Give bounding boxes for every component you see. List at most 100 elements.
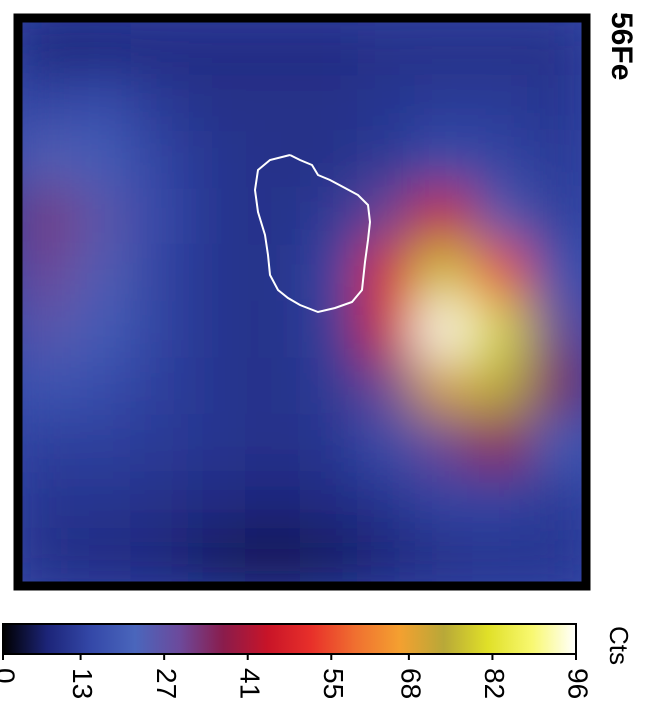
colorbar-tick-label: 27 [151, 668, 182, 699]
heatmap-cell [414, 528, 474, 586]
colorbar-tick-label: 41 [234, 668, 265, 699]
heatmap-cell [414, 73, 474, 133]
heatmap-cell [18, 73, 76, 133]
heatmap-cell [244, 414, 303, 474]
heatmap-cell [528, 471, 586, 531]
colorbar-tick-label: 96 [563, 668, 594, 699]
heatmap-cell [130, 301, 190, 360]
heatmap-cell [18, 301, 76, 360]
heatmap-cell [187, 414, 247, 474]
heatmap-cell [471, 130, 531, 190]
heatmap-cell [301, 301, 360, 360]
heatmap-cell [130, 414, 190, 474]
colorbar-tick-label: 55 [318, 668, 349, 699]
heatmap-cell [528, 414, 586, 474]
heatmap-cell [18, 244, 76, 303]
heatmap-cell [357, 244, 417, 303]
heatmap-cell [301, 73, 360, 133]
heatmap-cell [357, 187, 417, 247]
heatmap-cell [357, 414, 417, 474]
heatmap-cell [414, 357, 474, 417]
heatmap-cell [73, 18, 133, 76]
heatmap-cell [528, 187, 586, 247]
heatmap-cell [244, 73, 303, 133]
colorbar-tick-label: 68 [395, 668, 426, 699]
heatmap-cell [130, 244, 190, 303]
roi-outline [253, 154, 372, 314]
heatmap-cell [471, 471, 531, 531]
heatmap-cell [187, 73, 247, 133]
heatmap-cell [357, 130, 417, 190]
chart-title: 56Fe [605, 12, 638, 80]
heatmap-cell [130, 130, 190, 190]
heatmap-cells [18, 18, 586, 586]
heatmap-cell [357, 18, 417, 76]
heatmap-cell [414, 18, 474, 76]
heatmap-cell [471, 18, 531, 76]
heatmap-cell [73, 471, 133, 531]
heatmap-cell [301, 187, 360, 247]
heatmap-cell [528, 528, 586, 586]
heatmap-cell [528, 244, 586, 303]
heatmap-cell [244, 244, 303, 303]
heatmap-cell [244, 187, 303, 247]
heatmap-cell [357, 528, 417, 586]
heatmap-cell [528, 73, 586, 133]
heatmap-cell [471, 414, 531, 474]
heatmap-cell [130, 18, 190, 76]
colorbar-tick-label: 0 [0, 668, 21, 684]
colorbar-tick-label: 13 [67, 668, 98, 699]
heatmap-cell [244, 18, 303, 76]
heatmap-cell [471, 187, 531, 247]
heatmap-cell [528, 301, 586, 360]
heatmap-cell [130, 357, 190, 417]
heatmap-cell [244, 528, 303, 586]
heatmap-cell [357, 73, 417, 133]
heatmap-cell [18, 187, 76, 247]
heatmap-cell [187, 130, 247, 190]
heatmap-cell [414, 187, 474, 247]
heatmap-cell [301, 244, 360, 303]
heatmap-cell [301, 471, 360, 531]
heatmap-cell [301, 528, 360, 586]
heatmap-cell [471, 73, 531, 133]
heatmap-cell [130, 471, 190, 531]
heatmap-cell [301, 414, 360, 474]
heatmap-cell [130, 187, 190, 247]
heatmap-cell [244, 301, 303, 360]
heatmap-cell [187, 528, 247, 586]
heatmap-cell [73, 301, 133, 360]
heatmap-cell [18, 471, 76, 531]
heatmap-cell [528, 357, 586, 417]
heatmap-cell [73, 187, 133, 247]
heatmap-cell [357, 357, 417, 417]
colorbar-label: Cts [604, 626, 634, 665]
heatmap-cell [414, 130, 474, 190]
heatmap-cell [471, 301, 531, 360]
heatmap-cell [187, 187, 247, 247]
colorbar-tick-label: 82 [479, 668, 510, 699]
heatmap-cell [73, 414, 133, 474]
heatmap-cell [187, 18, 247, 76]
heatmap-cell [130, 73, 190, 133]
heatmap-cell [18, 18, 76, 76]
heatmap-cell [187, 301, 247, 360]
heatmap-cell [301, 357, 360, 417]
heatmap-cell [18, 357, 76, 417]
heatmap-cell [414, 244, 474, 303]
heatmap-cell [187, 357, 247, 417]
heatmap-cell [187, 244, 247, 303]
heatmap-cell [18, 130, 76, 190]
heatmap-cell [244, 471, 303, 531]
heatmap-cell [471, 357, 531, 417]
heatmap-cell [357, 301, 417, 360]
heatmap-cell [73, 244, 133, 303]
heatmap-cell [414, 471, 474, 531]
heatmap-cell [187, 471, 247, 531]
frame-border [13, 13, 591, 591]
heatmap-cell [73, 357, 133, 417]
heatmap-cell [244, 357, 303, 417]
heatmap-cell [18, 528, 76, 586]
heatmap-cell [73, 528, 133, 586]
